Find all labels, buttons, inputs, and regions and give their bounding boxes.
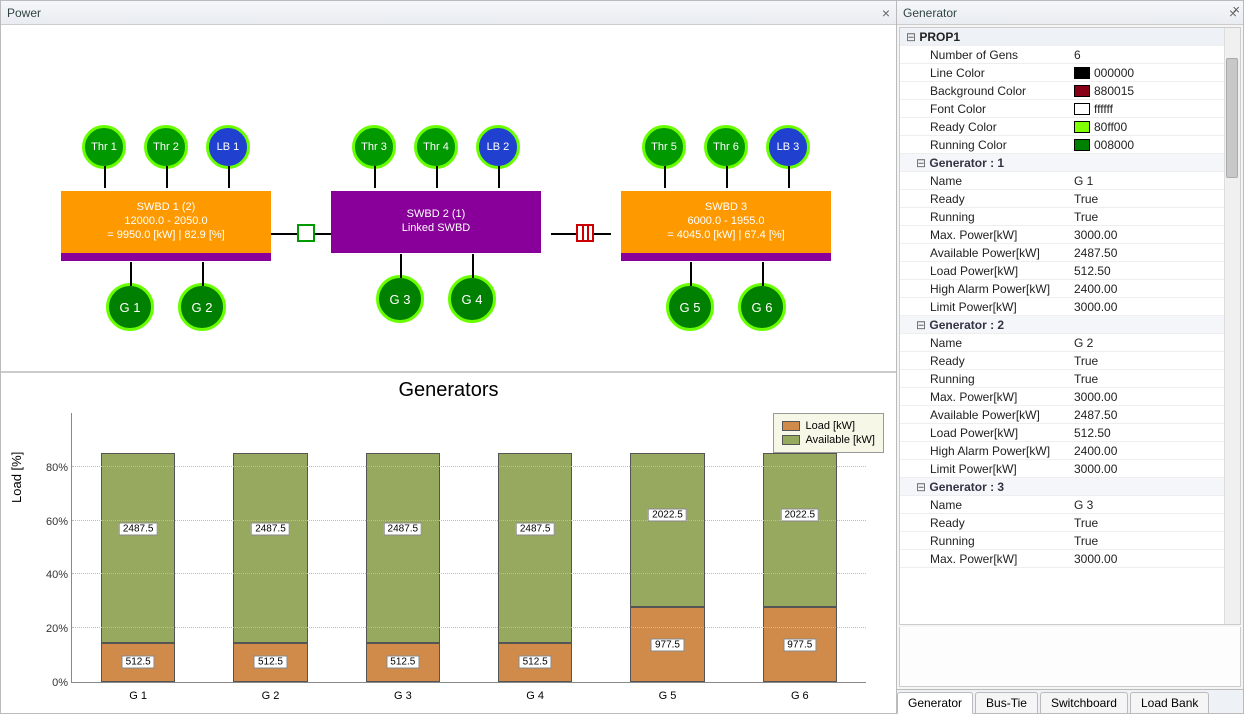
prop-row[interactable]: Max. Power[kW]3000.00 <box>900 226 1240 244</box>
ytick-label: 80% <box>34 462 68 474</box>
prop-row[interactable]: Running Color008000 <box>900 136 1240 154</box>
prop-row[interactable]: Generator : 1 <box>900 154 1240 172</box>
swbd-box[interactable]: SWBD 36000.0 - 1955.0= 4045.0 [kW] | 67.… <box>621 191 831 253</box>
prop-row[interactable]: ReadyTrue <box>900 352 1240 370</box>
prop-row[interactable]: NameG 1 <box>900 172 1240 190</box>
prop-row[interactable]: ReadyTrue <box>900 190 1240 208</box>
prop-row[interactable]: NameG 3 <box>900 496 1240 514</box>
prop-row[interactable]: Available Power[kW]2487.50 <box>900 244 1240 262</box>
prop-row[interactable]: RunningTrue <box>900 532 1240 550</box>
ytick-label: 20% <box>34 623 68 635</box>
generator-panel-title: Generator <box>903 6 957 20</box>
property-description <box>899 627 1241 687</box>
prop-row[interactable]: PROP1 <box>900 28 1240 46</box>
power-panel: Power × Thr 1 Thr 2 LB 1 SWBD 1 (2)12000.0 … <box>1 1 897 713</box>
bar-G6[interactable]: 977.52022.5G 6 <box>734 453 866 682</box>
generator-node[interactable]: G 3 <box>376 275 424 323</box>
prop-row[interactable]: NameG 2 <box>900 334 1240 352</box>
power-panel-header: Power × <box>1 1 896 25</box>
prop-row[interactable]: High Alarm Power[kW]2400.00 <box>900 280 1240 298</box>
app-close-icon[interactable]: × <box>1232 2 1240 17</box>
xlabel: G 3 <box>337 690 469 702</box>
bus-tie-2-closed[interactable] <box>576 224 594 242</box>
xlabel: G 5 <box>601 690 733 702</box>
lb-node[interactable]: LB 1 <box>206 125 250 169</box>
scrollbar-track[interactable] <box>1224 28 1240 624</box>
property-grid[interactable]: PROP1Number of Gens6Line Color000000Back… <box>899 27 1241 625</box>
generators-chart: Generators Load [%] 512.52487.5G 1512.52… <box>1 373 896 713</box>
lb-node[interactable]: LB 2 <box>476 125 520 169</box>
thr-node[interactable]: Thr 6 <box>704 125 748 169</box>
bar-G2[interactable]: 512.52487.5G 2 <box>204 453 336 682</box>
bar-G1[interactable]: 512.52487.5G 1 <box>72 453 204 682</box>
prop-row[interactable]: Ready Color80ff00 <box>900 118 1240 136</box>
lb-node[interactable]: LB 3 <box>766 125 810 169</box>
generator-node[interactable]: G 6 <box>738 283 786 331</box>
thr-node[interactable]: Thr 4 <box>414 125 458 169</box>
generator-node[interactable]: G 2 <box>178 283 226 331</box>
prop-row[interactable]: Generator : 2 <box>900 316 1240 334</box>
bar-G5[interactable]: 977.52022.5G 5 <box>601 453 733 682</box>
legend-load-label: Load [kW] <box>806 420 856 432</box>
power-panel-title: Power <box>7 6 41 20</box>
tab-bus-tie[interactable]: Bus-Tie <box>975 692 1038 713</box>
prop-row[interactable]: Max. Power[kW]3000.00 <box>900 550 1240 568</box>
xlabel: G 1 <box>72 690 204 702</box>
xlabel: G 4 <box>469 690 601 702</box>
ytick-label: 40% <box>34 569 68 581</box>
prop-row[interactable]: Background Color880015 <box>900 82 1240 100</box>
scrollbar-thumb[interactable] <box>1226 58 1238 178</box>
prop-row[interactable]: Font Colorffffff <box>900 100 1240 118</box>
legend-avail-label: Available [kW] <box>806 434 876 446</box>
xlabel: G 6 <box>734 690 866 702</box>
thr-node[interactable]: Thr 2 <box>144 125 188 169</box>
prop-row[interactable]: Available Power[kW]2487.50 <box>900 406 1240 424</box>
bus-tie-1-open[interactable] <box>297 224 315 242</box>
thr-node[interactable]: Thr 1 <box>82 125 126 169</box>
generator-node[interactable]: G 5 <box>666 283 714 331</box>
generator-node[interactable]: G 1 <box>106 283 154 331</box>
power-panel-close-icon[interactable]: × <box>882 5 890 21</box>
generator-panel-header: Generator × <box>897 1 1243 25</box>
prop-row[interactable]: Load Power[kW]512.50 <box>900 424 1240 442</box>
prop-row[interactable]: RunningTrue <box>900 370 1240 388</box>
swbd-box[interactable]: SWBD 1 (2)12000.0 - 2050.0= 9950.0 [kW] … <box>61 191 271 253</box>
prop-row[interactable]: Load Power[kW]512.50 <box>900 262 1240 280</box>
bar-G3[interactable]: 512.52487.5G 3 <box>337 453 469 682</box>
chart-legend: Load [kW] Available [kW] <box>773 413 885 453</box>
legend-avail-swatch <box>782 435 800 445</box>
prop-row[interactable]: Number of Gens6 <box>900 46 1240 64</box>
ytick-label: 0% <box>34 677 68 689</box>
generator-panel: Generator × PROP1Number of Gens6Line Col… <box>897 1 1243 713</box>
xlabel: G 2 <box>204 690 336 702</box>
generator-node[interactable]: G 4 <box>448 275 496 323</box>
tab-load-bank[interactable]: Load Bank <box>1130 692 1209 713</box>
prop-row[interactable]: RunningTrue <box>900 208 1240 226</box>
bottom-tabs: GeneratorBus-TieSwitchboardLoad Bank <box>897 689 1243 713</box>
bar-G4[interactable]: 512.52487.5G 4 <box>469 453 601 682</box>
prop-row[interactable]: Max. Power[kW]3000.00 <box>900 388 1240 406</box>
tab-switchboard[interactable]: Switchboard <box>1040 692 1128 713</box>
swbd-box[interactable]: SWBD 2 (1)Linked SWBD <box>331 191 541 253</box>
prop-row[interactable]: Limit Power[kW]3000.00 <box>900 298 1240 316</box>
legend-load-swatch <box>782 421 800 431</box>
power-diagram: Thr 1 Thr 2 LB 1 SWBD 1 (2)12000.0 - 2050.0… <box>1 25 896 373</box>
chart-title: Generators <box>1 373 896 404</box>
thr-node[interactable]: Thr 3 <box>352 125 396 169</box>
prop-row[interactable]: ReadyTrue <box>900 514 1240 532</box>
thr-node[interactable]: Thr 5 <box>642 125 686 169</box>
prop-row[interactable]: Line Color000000 <box>900 64 1240 82</box>
prop-row[interactable]: High Alarm Power[kW]2400.00 <box>900 442 1240 460</box>
ytick-label: 60% <box>34 516 68 528</box>
chart-ylabel: Load [%] <box>9 452 24 503</box>
prop-row[interactable]: Generator : 3 <box>900 478 1240 496</box>
tab-generator[interactable]: Generator <box>897 692 973 714</box>
prop-row[interactable]: Limit Power[kW]3000.00 <box>900 460 1240 478</box>
